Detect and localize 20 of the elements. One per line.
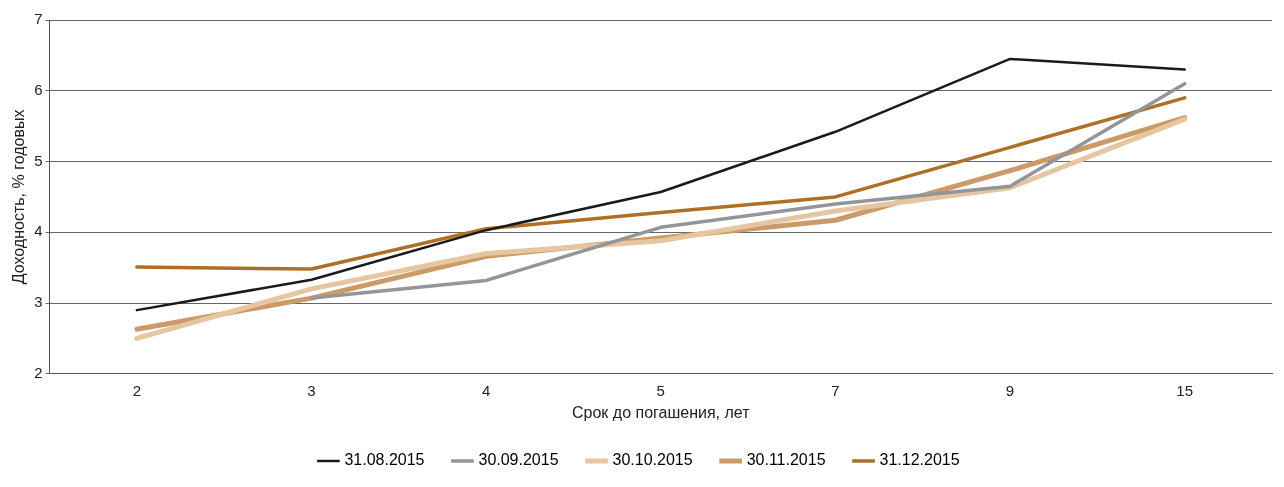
- x-tick-label: 9: [1005, 381, 1015, 399]
- x-tick-label: 4: [481, 381, 491, 399]
- x-tick-label: 3: [307, 381, 316, 399]
- y-tick-label: 4: [34, 222, 43, 240]
- y-tick-label: 3: [34, 293, 43, 311]
- y-tick-label: 6: [34, 80, 43, 98]
- legend-label: 31.12.2015: [879, 451, 960, 469]
- legend-label: 30.09.2015: [478, 451, 559, 469]
- x-axis-title: Срок до погашения, лет: [572, 403, 751, 421]
- y-tick-label: 2: [34, 363, 43, 381]
- x-tick-label: 5: [656, 381, 665, 399]
- x-tick-label: 15: [1176, 381, 1194, 399]
- legend-label: 30.10.2015: [612, 451, 693, 469]
- x-tick-label: 7: [831, 381, 840, 399]
- y-axis-title: Доходность, % годовых: [10, 109, 28, 285]
- y-tick-label: 5: [34, 151, 43, 169]
- y-tick-label: 7: [34, 10, 43, 28]
- legend-label: 31.08.2015: [344, 451, 425, 469]
- legend-label: 30.11.2015: [746, 451, 826, 469]
- x-tick-label: 2: [132, 381, 142, 399]
